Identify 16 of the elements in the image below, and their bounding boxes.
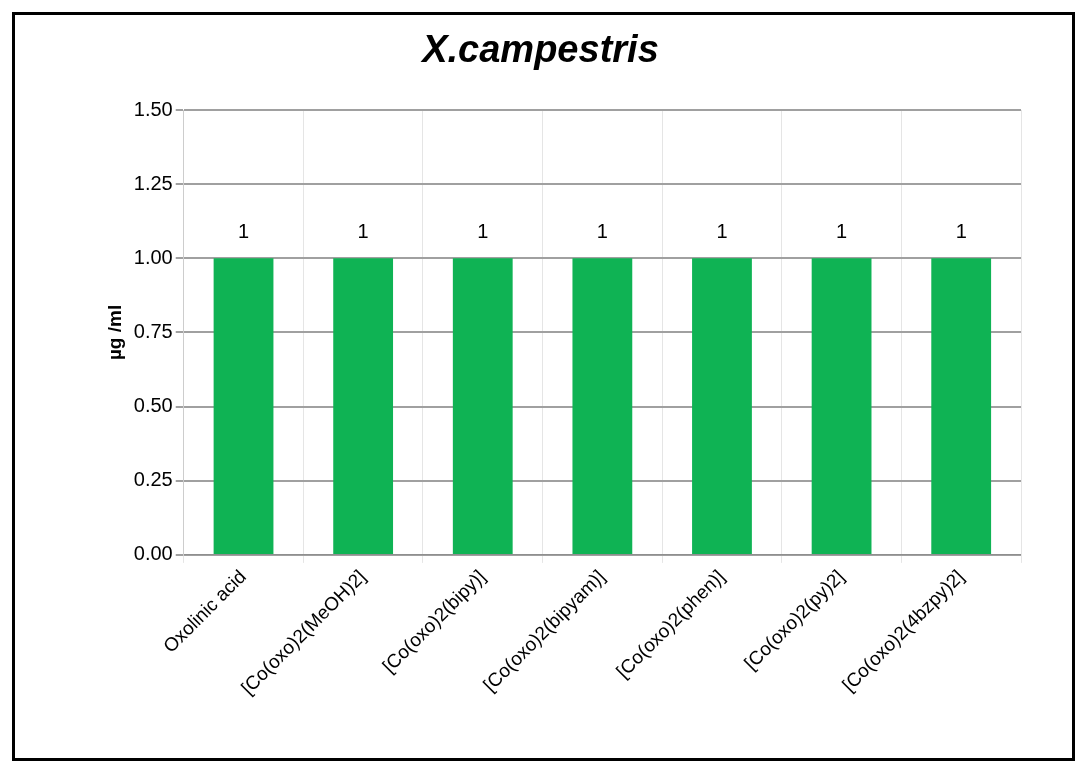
y-tick-label: 0.25 — [133, 468, 173, 491]
data-label: 1 — [237, 219, 250, 242]
y-tick-label: 0.00 — [133, 542, 173, 565]
y-tick-label: 0.50 — [133, 394, 173, 417]
y-tick-label: 1.25 — [133, 171, 173, 194]
y-tick-label: 1.00 — [133, 245, 173, 268]
chart-title: X.campestris — [420, 28, 660, 71]
data-label: 1 — [716, 219, 728, 242]
y-tick-label: 0.75 — [133, 319, 173, 342]
y-axis-title: µg /ml — [103, 304, 125, 361]
data-label: 1 — [955, 219, 967, 242]
data-label: 1 — [477, 219, 489, 242]
y-tick-label: 1.50 — [133, 97, 173, 120]
data-label: 1 — [596, 219, 608, 242]
data-label: 1 — [836, 219, 848, 242]
data-label: 1 — [357, 219, 369, 242]
